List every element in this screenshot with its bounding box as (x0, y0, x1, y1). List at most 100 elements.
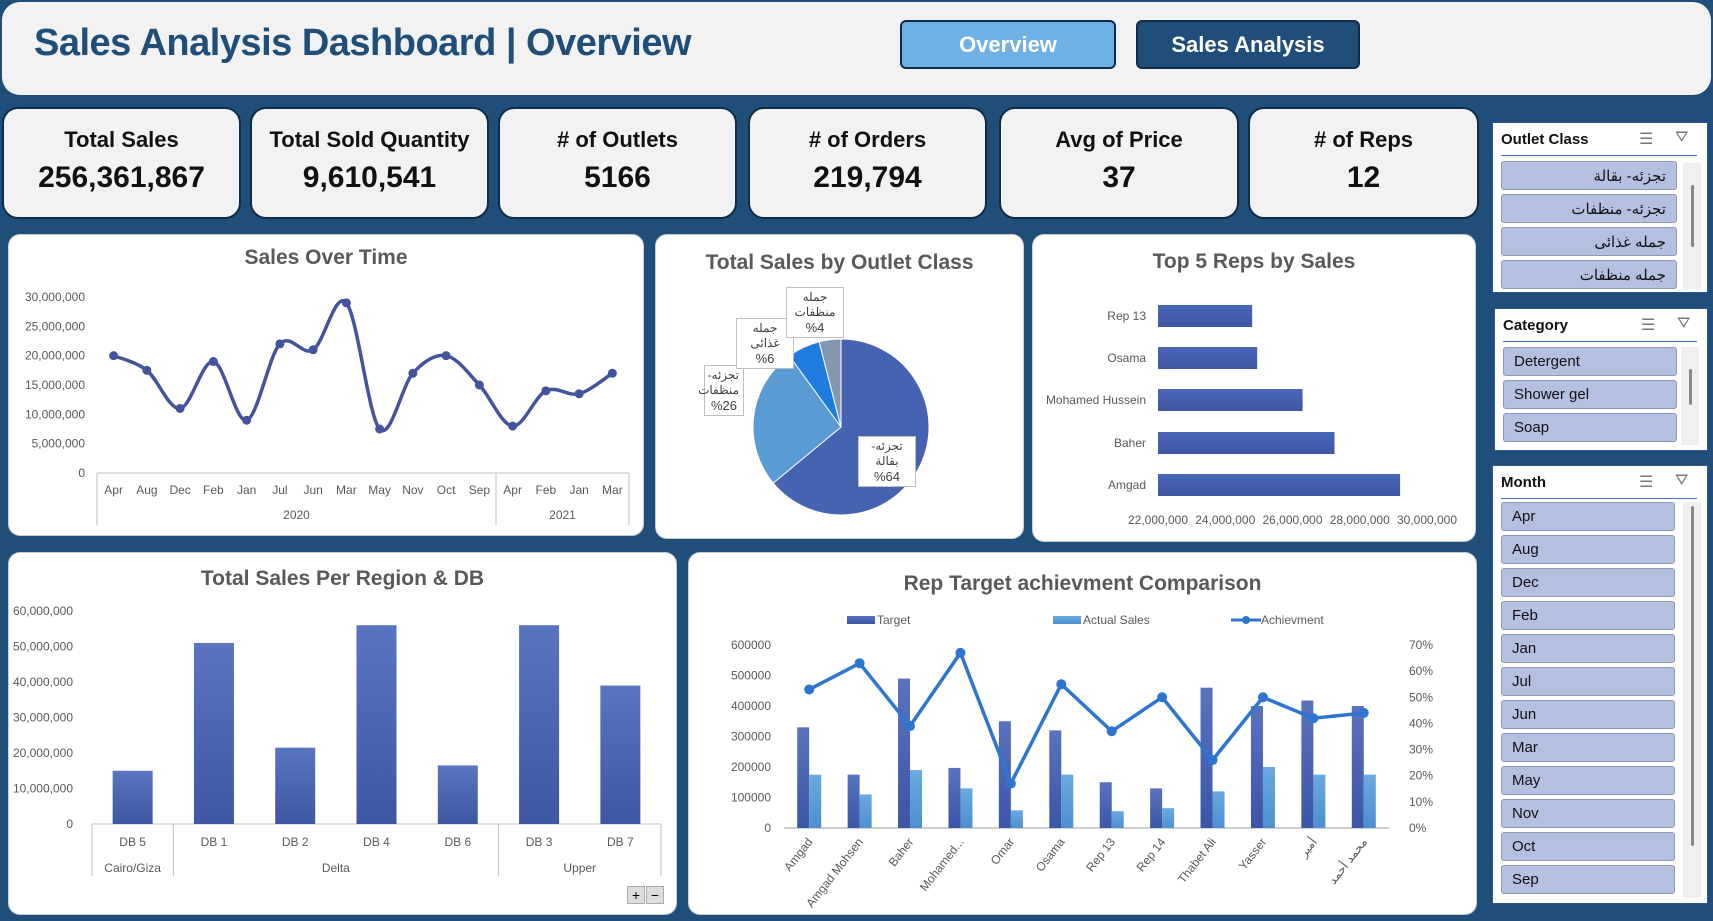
overview-button[interactable]: Overview (900, 20, 1116, 69)
y-tick-label: 20,000,000 (13, 746, 73, 760)
data-point (275, 339, 285, 349)
target-bar (1250, 706, 1263, 828)
legend-label: Actual Sales (1083, 613, 1150, 627)
kpi-label: # of Reps (1313, 127, 1414, 152)
achievement-point (854, 658, 865, 669)
slicer-item[interactable]: Jun (1501, 700, 1675, 729)
data-point (607, 368, 617, 378)
y-tick-label: 0 (78, 466, 85, 480)
slicer-item[interactable]: Jul (1501, 667, 1675, 696)
kpi-label: Total Sold Quantity (269, 127, 470, 152)
rep-target-chart: 0 100000 200000 300000 400000 500000 600000 0% 1… (731, 613, 1433, 910)
sales-over-time-chart: 0 5,000,000 10,000,000 15,000,000 20,000,000… (25, 290, 630, 525)
bar (437, 765, 478, 824)
actual-sales-bar (859, 794, 872, 828)
achievement-point (804, 684, 815, 695)
expand-button[interactable]: + (627, 886, 645, 904)
x-tick-label: Rep 13 (1083, 835, 1118, 874)
slicer-item[interactable]: Jan (1501, 634, 1675, 663)
y-tick-label: 5,000,000 (32, 437, 86, 451)
achievement-point (1257, 692, 1268, 703)
actual-sales-bar (1010, 810, 1023, 828)
clear-filter-icon[interactable]: ⛛ (1675, 472, 1689, 489)
x-tick-label: Baher (886, 835, 917, 869)
x-tick-label: Feb (203, 483, 224, 497)
actual-sales-bar (1363, 774, 1376, 828)
kpi-value: 256,361,867 (38, 161, 205, 194)
x-tick-label: Dec (169, 483, 190, 497)
slicer-item[interactable]: Apr (1501, 502, 1675, 531)
x-group-label: Cairo/Giza (104, 861, 161, 875)
scrollbar[interactable] (1683, 163, 1701, 289)
slicer-item[interactable]: Sep (1501, 865, 1675, 894)
sales-analysis-button[interactable]: Sales Analysis (1136, 20, 1360, 69)
x-tick-label: Apr (503, 483, 522, 497)
pie-data-label: تجزئه- بقالة %64 (858, 436, 916, 487)
x-tick-label: Rep 14 (1134, 835, 1169, 874)
y2-tick-label: 40% (1409, 716, 1433, 730)
y-tick-label: Amgad (1108, 478, 1146, 492)
kpi-outlets: # of Outlets 5166 (498, 107, 737, 219)
y-tick-label: Baher (1114, 436, 1146, 450)
legend-swatch (847, 616, 875, 624)
y-tick-label: 400000 (731, 699, 771, 713)
legend-label: Achievment (1261, 613, 1324, 627)
y-tick-label: 10,000,000 (13, 782, 73, 796)
collapse-button[interactable]: − (646, 886, 664, 904)
slicer-item[interactable]: Feb (1501, 601, 1675, 630)
slicer-item[interactable]: تجزئه- بقالة (1501, 161, 1677, 190)
data-point (441, 351, 451, 361)
data-point (142, 365, 152, 375)
slicer-item[interactable]: Mar (1501, 733, 1675, 762)
slicer-item[interactable]: جمله غذائى (1501, 227, 1677, 256)
slicer-item[interactable]: Dec (1501, 568, 1675, 597)
x-tick-label: Apr (104, 483, 123, 497)
slicer-item[interactable]: Oct (1501, 832, 1675, 861)
multi-select-icon[interactable]: ☰ (1641, 317, 1656, 334)
chart-title: Top 5 Reps by Sales (1152, 250, 1356, 273)
kpi-value: 12 (1346, 161, 1381, 194)
slicer-item[interactable]: جمله منظفات (1501, 260, 1677, 289)
x-tick-label: 30,000,000 (1397, 513, 1457, 527)
slicer-item[interactable]: Detergent (1503, 347, 1677, 376)
y-tick-label: 10,000,000 (25, 407, 85, 421)
multi-select-icon[interactable]: ☰ (1639, 474, 1654, 491)
slicer-item[interactable]: تجزئه- منظفات (1501, 194, 1677, 223)
slicer-item[interactable]: Shower gel (1503, 380, 1677, 409)
y-tick-label: 20,000,000 (25, 349, 85, 363)
slicer-item[interactable]: Soap (1503, 413, 1677, 442)
y-tick-label: 30,000,000 (25, 290, 85, 304)
achievement-point (1207, 755, 1218, 766)
kpi-value: 37 (1102, 161, 1136, 194)
clear-filter-icon[interactable]: ⛛ (1677, 315, 1691, 332)
y2-tick-label: 70% (1409, 638, 1433, 652)
achievement-point (955, 647, 966, 658)
slicer-title: Outlet Class (1501, 131, 1589, 148)
x-group-label: Delta (322, 861, 350, 875)
x-tick-label: DB 1 (201, 835, 228, 849)
y-tick-label: 500000 (731, 669, 771, 683)
x-tick-label: Jun (303, 483, 322, 497)
slicer-item[interactable]: Nov (1501, 799, 1675, 828)
slicer-item[interactable]: May (1501, 766, 1675, 795)
x-tick-label: Sep (469, 483, 491, 497)
pie-label-percent: %4 (805, 320, 825, 335)
chart-title: Sales Over Time (244, 246, 408, 269)
multi-select-icon[interactable]: ☰ (1639, 131, 1654, 148)
data-point (175, 403, 185, 413)
pie-label-category: تجزئه- بقالة (871, 439, 903, 468)
bar (1158, 305, 1253, 327)
target-bar (1150, 788, 1163, 828)
y-tick-label: 0 (764, 821, 771, 835)
target-bar (948, 767, 961, 828)
pie-label-percent: %26 (710, 398, 738, 413)
scrollbar[interactable] (1681, 347, 1699, 445)
x-tick-label: DB 2 (282, 835, 309, 849)
clear-filter-icon[interactable]: ⛛ (1675, 129, 1689, 146)
bar (519, 625, 560, 824)
actual-sales-bar (809, 774, 822, 828)
chart-title: Rep Target achievment Comparison (903, 572, 1262, 595)
scrollbar[interactable] (1683, 502, 1701, 898)
slicer-item[interactable]: Aug (1501, 535, 1675, 564)
y-tick-label: 0 (66, 817, 73, 831)
